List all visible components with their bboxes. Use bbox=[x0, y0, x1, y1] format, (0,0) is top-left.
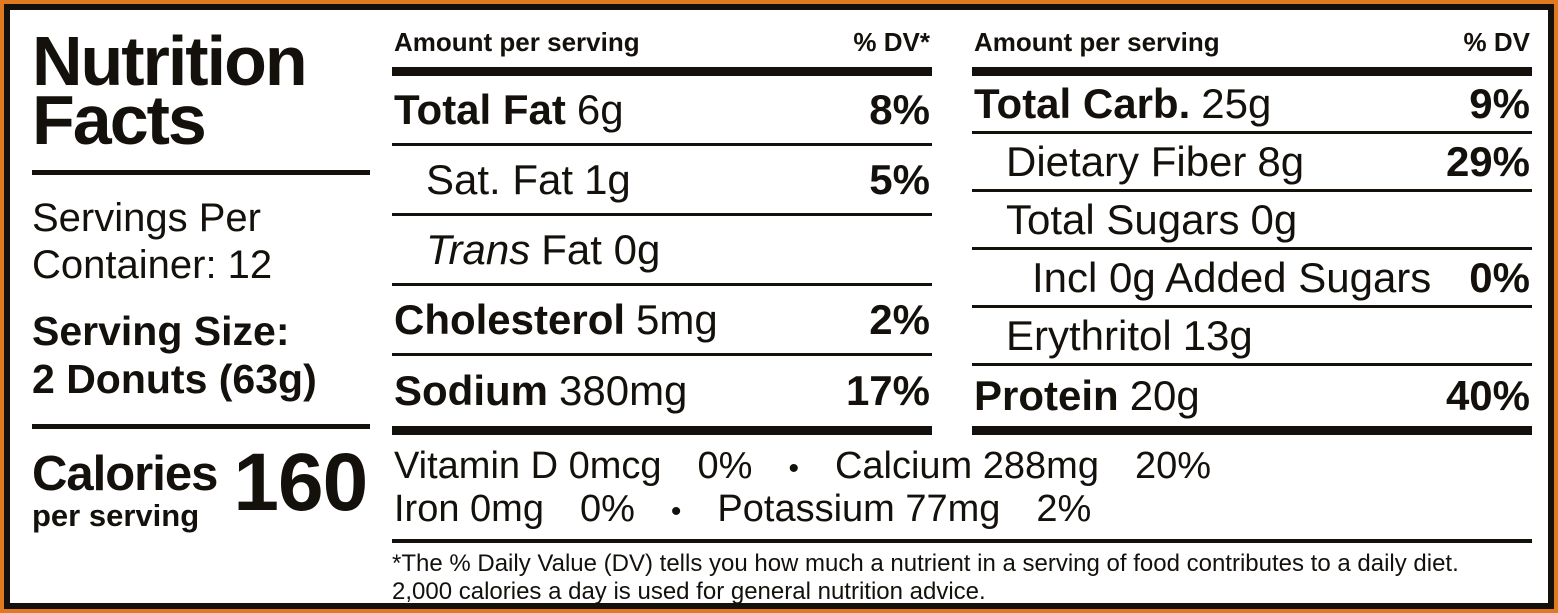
carbs-column-header: Amount per serving % DV bbox=[972, 18, 1532, 67]
vitamin-d-value: Vitamin D 0mcg bbox=[394, 445, 662, 487]
nutrient-name-amount: Total Sugars 0g bbox=[1006, 195, 1298, 243]
calcium-dv: 20% bbox=[1134, 445, 1212, 487]
column-gap bbox=[932, 18, 972, 435]
fats-column-header: Amount per serving % DV* bbox=[392, 18, 932, 67]
row-added-sugars: Incl 0g Added Sugars 0% bbox=[972, 250, 1532, 308]
row-protein: Protein 20g 40% bbox=[972, 366, 1532, 426]
fats-column: Amount per serving % DV* Total Fat 6g 8% … bbox=[392, 18, 932, 435]
nutrient-name-amount: Total Fat 6g bbox=[394, 85, 624, 133]
iron-dv: 0% bbox=[579, 487, 635, 530]
calories-value: 160 bbox=[233, 436, 368, 528]
vitamin-d-dv: 0% bbox=[697, 445, 753, 487]
carbs-column: Amount per serving % DV Total Carb. 25g 9… bbox=[972, 18, 1532, 435]
nutrient-dv: 40% bbox=[1445, 372, 1530, 419]
serving-size-line1: Serving Size: bbox=[32, 307, 290, 354]
percent-dv-label: % DV bbox=[1463, 27, 1530, 57]
calcium-value: Calcium 288mg bbox=[834, 445, 1099, 487]
bullet-separator: • bbox=[788, 452, 799, 485]
percent-dv-label: % DV* bbox=[853, 27, 930, 57]
serving-size: Serving Size: 2 Donuts (63g) bbox=[32, 307, 370, 404]
nutrient-name-amount: Erythritol 13g bbox=[1006, 311, 1253, 359]
header-bar bbox=[972, 67, 1532, 76]
servings-line1: Servings Per bbox=[32, 195, 261, 240]
row-trans-fat: Trans Fat 0g bbox=[392, 216, 932, 286]
column-bottom-bar bbox=[392, 426, 932, 435]
summary-column: Nutrition Facts Servings Per Container: … bbox=[20, 16, 392, 599]
divider-rule bbox=[32, 169, 370, 175]
micronutrients-section: Vitamin D 0mcg 0% • Calcium 288mg 20% Ir… bbox=[392, 435, 1532, 543]
nutrient-name-amount: Protein 20g bbox=[974, 372, 1200, 419]
nutrient-name-amount: Dietary Fiber 8g bbox=[1006, 137, 1305, 185]
row-erythritol: Erythritol 13g bbox=[972, 308, 1532, 366]
nutrient-name-amount: Total Carb. 25g bbox=[974, 79, 1272, 127]
amount-per-serving-label: Amount per serving bbox=[394, 27, 640, 57]
nutrient-dv: 9% bbox=[1469, 79, 1530, 127]
nutrient-name-amount: Cholesterol 5mg bbox=[394, 295, 718, 343]
divider-rule bbox=[32, 423, 370, 429]
serving-size-line2: 2 Donuts (63g) bbox=[32, 356, 317, 403]
row-sodium: Sodium 380mg 17% bbox=[392, 356, 932, 426]
nutrient-dv: 17% bbox=[845, 367, 930, 414]
header-bar bbox=[392, 67, 932, 76]
nutrient-name-amount: Incl 0g Added Sugars bbox=[1032, 253, 1432, 301]
row-dietary-fiber: Dietary Fiber 8g 29% bbox=[972, 134, 1532, 192]
nutrient-detail-area: Amount per serving % DV* Total Fat 6g 8% … bbox=[392, 16, 1532, 603]
label-title-line2: Facts bbox=[32, 80, 207, 159]
potassium-dv: 2% bbox=[1036, 487, 1092, 530]
footnote-line1: *The % Daily Value (DV) tells you how mu… bbox=[392, 549, 1459, 577]
nutrient-dv: 2% bbox=[869, 295, 930, 343]
calories-label: Calories bbox=[32, 446, 218, 501]
nutrient-name-amount: Sat. Fat 1g bbox=[426, 155, 631, 203]
column-bottom-bar bbox=[972, 426, 1532, 435]
nutrition-label-panel: Nutrition Facts Servings Per Container: … bbox=[4, 4, 1554, 609]
iron-value: Iron 0mg bbox=[394, 487, 544, 530]
nutrient-columns: Amount per serving % DV* Total Fat 6g 8% … bbox=[392, 18, 1532, 435]
amount-per-serving-label: Amount per serving bbox=[974, 27, 1220, 57]
nutrient-dv: 8% bbox=[869, 85, 930, 133]
calories-labels: Calories per serving bbox=[32, 446, 218, 534]
row-cholesterol: Cholesterol 5mg 2% bbox=[392, 286, 932, 356]
micronutrients-line1: Vitamin D 0mcg 0% • Calcium 288mg 20% bbox=[394, 445, 1530, 488]
nutrient-name-amount: Trans Fat 0g bbox=[426, 225, 661, 273]
row-total-carb: Total Carb. 25g 9% bbox=[972, 76, 1532, 134]
calories-block: Calories per serving 160 bbox=[32, 436, 370, 534]
bullet-separator: • bbox=[670, 494, 682, 528]
micronutrients-line2: Iron 0mg 0% • Potassium 77mg 2% bbox=[394, 488, 1530, 531]
nutrient-dv: 0% bbox=[1469, 253, 1530, 301]
nutrient-name-amount: Sodium 380mg bbox=[394, 367, 688, 414]
row-total-sugars: Total Sugars 0g bbox=[972, 192, 1532, 250]
row-total-fat: Total Fat 6g 8% bbox=[392, 76, 932, 146]
servings-per-container: Servings Per Container: 12 bbox=[32, 195, 370, 289]
row-sat-fat: Sat. Fat 1g 5% bbox=[392, 146, 932, 216]
calories-sublabel: per serving bbox=[32, 498, 200, 534]
daily-value-footnote: *The % Daily Value (DV) tells you how mu… bbox=[392, 549, 1532, 605]
label-title: Nutrition Facts bbox=[32, 18, 370, 159]
footnote-line2: 2,000 calories a day is used for general… bbox=[392, 577, 986, 605]
potassium-value: Potassium 77mg bbox=[717, 487, 1001, 530]
nutrient-dv: 29% bbox=[1445, 137, 1530, 185]
nutrient-dv: 5% bbox=[869, 155, 930, 203]
label-title-line1: Nutrition bbox=[32, 22, 308, 100]
servings-line2: Container: 12 bbox=[32, 242, 273, 287]
